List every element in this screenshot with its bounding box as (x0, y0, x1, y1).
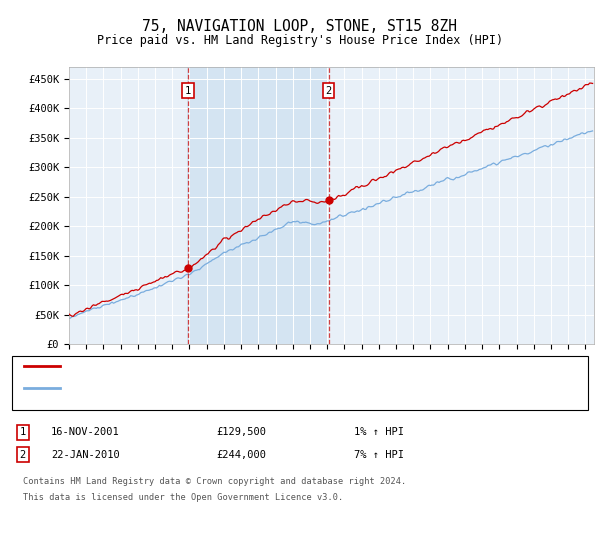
Text: £244,000: £244,000 (216, 450, 266, 460)
Text: HPI: Average price, detached house, Stafford: HPI: Average price, detached house, Staf… (69, 384, 344, 393)
Text: 22-JAN-2010: 22-JAN-2010 (51, 450, 120, 460)
Text: 75, NAVIGATION LOOP, STONE, ST15 8ZH: 75, NAVIGATION LOOP, STONE, ST15 8ZH (143, 19, 458, 34)
Text: 1: 1 (185, 86, 191, 96)
Text: This data is licensed under the Open Government Licence v3.0.: This data is licensed under the Open Gov… (23, 493, 343, 502)
Text: 1: 1 (20, 427, 26, 437)
Text: 75, NAVIGATION LOOP, STONE, ST15 8ZH (detached house): 75, NAVIGATION LOOP, STONE, ST15 8ZH (de… (69, 361, 400, 371)
Text: Contains HM Land Registry data © Crown copyright and database right 2024.: Contains HM Land Registry data © Crown c… (23, 477, 406, 486)
Text: 1% ↑ HPI: 1% ↑ HPI (354, 427, 404, 437)
Text: 2: 2 (20, 450, 26, 460)
Text: 2: 2 (326, 86, 332, 96)
Text: 7% ↑ HPI: 7% ↑ HPI (354, 450, 404, 460)
Text: 16-NOV-2001: 16-NOV-2001 (51, 427, 120, 437)
Text: Price paid vs. HM Land Registry's House Price Index (HPI): Price paid vs. HM Land Registry's House … (97, 34, 503, 46)
Bar (187, 67, 328, 344)
Text: £129,500: £129,500 (216, 427, 266, 437)
